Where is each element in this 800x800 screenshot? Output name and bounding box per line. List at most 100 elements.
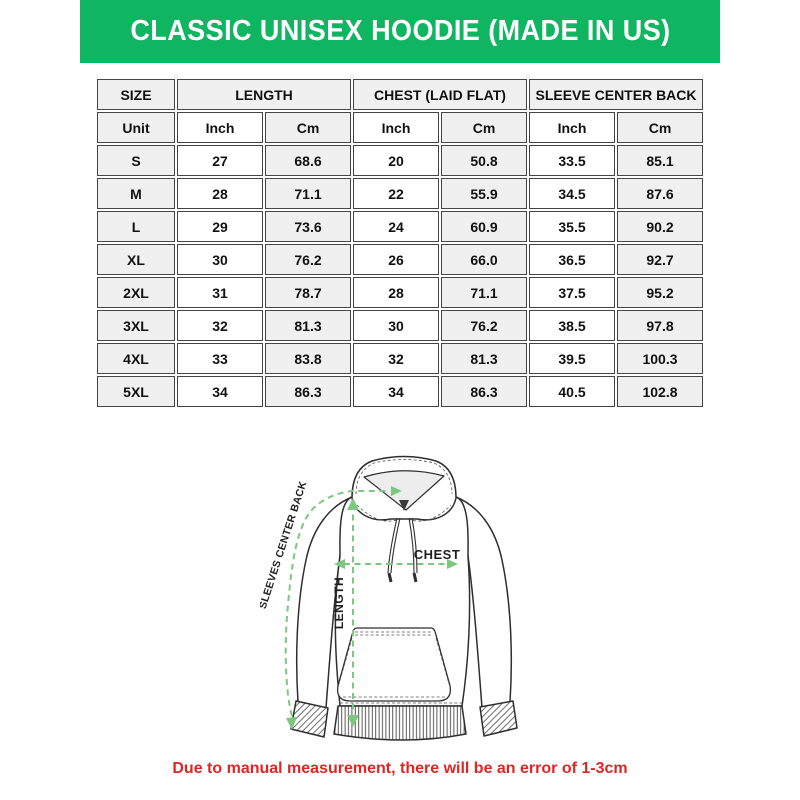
measurement-cell: 40.5 xyxy=(529,376,615,407)
size-cell: L xyxy=(97,211,175,242)
col-header-chest: CHEST (LAID FLAT) xyxy=(353,79,527,110)
group-header-row: SIZE LENGTH CHEST (LAID FLAT) SLEEVE CEN… xyxy=(97,79,703,110)
size-cell: 3XL xyxy=(97,310,175,341)
kangaroo-pocket xyxy=(336,627,452,702)
unit-row: Unit Inch Cm Inch Cm Inch Cm xyxy=(97,112,703,143)
length-arrow-head-bottom xyxy=(347,715,359,727)
measurement-cell: 73.6 xyxy=(265,211,351,242)
title-banner: CLASSIC UNISEX HOODIE (MADE IN US) xyxy=(80,0,720,63)
measurement-note: Due to manual measurement, there will be… xyxy=(172,760,628,777)
measurement-cell: 81.3 xyxy=(441,343,527,374)
measurement-cell: 81.3 xyxy=(265,310,351,341)
pocket-stitching xyxy=(338,631,450,698)
measurement-cell: 29 xyxy=(177,211,263,242)
size-chart-table: SIZE LENGTH CHEST (LAID FLAT) SLEEVE CEN… xyxy=(95,77,705,409)
sleeve-arrow-head-neck xyxy=(391,486,402,496)
col-header-size: SIZE xyxy=(97,79,175,110)
measurement-cell: 71.1 xyxy=(441,277,527,308)
measurement-cell: 71.1 xyxy=(265,178,351,209)
table-row-2xl: 2XL 31 78.7 28 71.1 37.5 95.2 xyxy=(97,277,703,308)
drawstring-right xyxy=(408,517,418,574)
measurement-cell: 66.0 xyxy=(441,244,527,275)
sleeve-arrow-head-cuff xyxy=(286,717,297,730)
hoodie-diagram: CHEST LENGTH SLEEVES CENTER BACK xyxy=(260,455,518,741)
measurement-cell: 31 xyxy=(177,277,263,308)
hood-shadow xyxy=(399,500,409,511)
measurement-cell: 33 xyxy=(177,343,263,374)
measurement-cell: 55.9 xyxy=(441,178,527,209)
chest-arrow-head-left xyxy=(334,559,345,569)
measurement-cell: 86.3 xyxy=(265,376,351,407)
measurement-cell: 22 xyxy=(353,178,439,209)
measurement-cell: 30 xyxy=(353,310,439,341)
measurement-cell: 26 xyxy=(353,244,439,275)
table-row-xl: XL 30 76.2 26 66.0 36.5 92.7 xyxy=(97,244,703,275)
measurement-cell: 37.5 xyxy=(529,277,615,308)
table-row-s: S 27 68.6 20 50.8 33.5 85.1 xyxy=(97,145,703,176)
col-header-sleeve: SLEEVE CENTER BACK xyxy=(529,79,703,110)
measurement-cell: 76.2 xyxy=(265,244,351,275)
measurement-cell: 87.6 xyxy=(617,178,703,209)
unit-inch-cell: Inch xyxy=(353,112,439,143)
measurement-cell: 83.8 xyxy=(265,343,351,374)
length-arrow-head-top xyxy=(347,498,359,510)
measurement-cell: 32 xyxy=(177,310,263,341)
unit-cm-cell: Cm xyxy=(617,112,703,143)
table-row-4xl: 4XL 33 83.8 32 81.3 39.5 100.3 xyxy=(97,343,703,374)
measurement-cell: 86.3 xyxy=(441,376,527,407)
measurement-cell: 92.7 xyxy=(617,244,703,275)
chest-label: CHEST xyxy=(414,547,461,562)
measurement-cell: 39.5 xyxy=(529,343,615,374)
table-row-5xl: 5XL 34 86.3 34 86.3 40.5 102.8 xyxy=(97,376,703,407)
unit-cm-cell: Cm xyxy=(441,112,527,143)
cuff-right-rib xyxy=(480,701,517,736)
unit-cm-cell: Cm xyxy=(265,112,351,143)
measurement-cell: 28 xyxy=(353,277,439,308)
measurement-cell: 68.6 xyxy=(265,145,351,176)
hood-lining xyxy=(363,470,445,511)
measurement-cell: 27 xyxy=(177,145,263,176)
table-row-l: L 29 73.6 24 60.9 35.5 90.2 xyxy=(97,211,703,242)
table-row-m: M 28 71.1 22 55.9 34.5 87.6 xyxy=(97,178,703,209)
measurement-cell: 30 xyxy=(177,244,263,275)
measurement-cell: 60.9 xyxy=(441,211,527,242)
measurement-cell: 90.2 xyxy=(617,211,703,242)
measurement-cell: 78.7 xyxy=(265,277,351,308)
size-cell: S xyxy=(97,145,175,176)
size-cell: 2XL xyxy=(97,277,175,308)
measurement-cell: 76.2 xyxy=(441,310,527,341)
measurement-cell: 36.5 xyxy=(529,244,615,275)
measurement-cell: 34 xyxy=(353,376,439,407)
size-cell: XL xyxy=(97,244,175,275)
measurement-cell: 100.3 xyxy=(617,343,703,374)
measurement-cell: 32 xyxy=(353,343,439,374)
unit-header-cell: Unit xyxy=(97,112,175,143)
measurement-cell: 102.8 xyxy=(617,376,703,407)
hem-rib-texture xyxy=(334,706,466,740)
cuff-left-rib xyxy=(291,701,328,737)
size-cell: 5XL xyxy=(97,376,175,407)
measurement-cell: 95.2 xyxy=(617,277,703,308)
col-header-length: LENGTH xyxy=(177,79,351,110)
drawstring-left-aglet xyxy=(387,572,393,583)
drawstring-left xyxy=(387,517,401,574)
size-cell: M xyxy=(97,178,175,209)
table-row-3xl: 3XL 32 81.3 30 76.2 38.5 97.8 xyxy=(97,310,703,341)
measurement-cell: 34 xyxy=(177,376,263,407)
measurement-cell: 34.5 xyxy=(529,178,615,209)
measurement-cell: 50.8 xyxy=(441,145,527,176)
size-chart-table-wrap: SIZE LENGTH CHEST (LAID FLAT) SLEEVE CEN… xyxy=(95,77,705,409)
measurement-cell: 28 xyxy=(177,178,263,209)
page-title: CLASSIC UNISEX HOODIE (MADE IN US) xyxy=(129,15,671,47)
measurement-cell: 97.8 xyxy=(617,310,703,341)
measurement-cell: 24 xyxy=(353,211,439,242)
drawstring-right-aglet xyxy=(412,572,418,583)
measurement-cell: 20 xyxy=(353,145,439,176)
measurement-cell: 33.5 xyxy=(529,145,615,176)
size-cell: 4XL xyxy=(97,343,175,374)
measurement-cell: 35.5 xyxy=(529,211,615,242)
chest-arrow-head-right xyxy=(447,559,458,569)
measurement-cell: 85.1 xyxy=(617,145,703,176)
length-label: LENGTH xyxy=(332,577,346,629)
